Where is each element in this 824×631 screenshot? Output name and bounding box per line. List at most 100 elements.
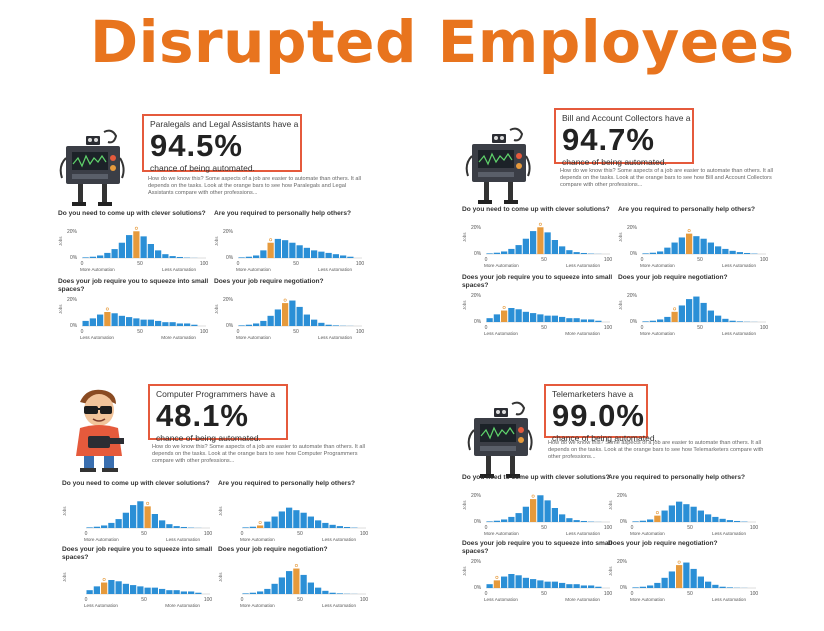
histogram-bar [508, 248, 515, 254]
histogram-bar [118, 242, 125, 258]
histogram-bar [108, 522, 115, 528]
histogram-bar [515, 245, 522, 254]
histogram-chart: Are you required to personally help othe… [218, 480, 373, 542]
histogram-bar [700, 302, 707, 322]
y-tick-label: 0% [620, 585, 628, 591]
histogram-bar [184, 323, 191, 326]
histogram-bar [544, 315, 551, 322]
histogram-chart: Does your job require negotiation? Jobs 20… [214, 278, 369, 340]
histogram-bar [661, 577, 668, 588]
histogram-bar [726, 587, 733, 588]
histogram-bar [736, 252, 743, 254]
highlight-bar [493, 580, 500, 588]
histogram-bar [137, 586, 144, 594]
highlight-bar [530, 499, 537, 522]
histogram-bar [155, 250, 162, 258]
histogram-bar [647, 519, 654, 522]
histogram-bar [664, 247, 671, 254]
y-tick-label: 20% [67, 229, 78, 235]
x-tick-label: 100 [360, 531, 369, 537]
histogram-bar [97, 314, 104, 326]
highlight-marker [269, 238, 273, 242]
axis-right-label: Less Automation [712, 597, 746, 602]
x-tick-label: 100 [750, 591, 759, 597]
histogram-bar [260, 250, 267, 258]
y-tick-label: 20% [471, 225, 482, 231]
histogram-chart: Does your job require negotiation? Jobs 0 5… [218, 546, 373, 608]
chart-question: Are you required to personally help othe… [214, 210, 352, 217]
page-title: Disrupted Employees [90, 8, 795, 76]
histogram-bar [260, 320, 267, 326]
histogram-bar [580, 585, 587, 588]
histogram-bar [566, 584, 573, 588]
histogram-bar [332, 325, 339, 326]
histogram-bar [734, 520, 741, 522]
axis-right-label: Less Automation [162, 267, 196, 272]
histogram-bar [300, 512, 307, 528]
histogram-bar [245, 324, 252, 326]
x-tick-label: 50 [697, 257, 703, 263]
axis-left-label: Less Automation [484, 331, 518, 336]
axis-left-label: More Automation [640, 331, 675, 336]
histogram-bar [566, 518, 573, 522]
probability-callout: Telemarketers have a 99.0% chance of being… [544, 384, 657, 443]
histogram-bar [559, 316, 566, 322]
histogram-bar [191, 324, 198, 326]
probability-callout: Paralegals and Legal Assistants have a 94… [142, 114, 302, 173]
histogram-bar [257, 591, 264, 594]
histogram-bar [278, 577, 285, 594]
histogram-bar [130, 585, 137, 594]
highlight-marker [134, 226, 138, 230]
histogram-bar [318, 322, 325, 326]
highlight-marker [677, 560, 681, 564]
histogram-bar [647, 585, 654, 588]
axis-left-label: Less Automation [484, 597, 518, 602]
panel-telemarketers: Telemarketers have a 99.0% chance of being… [462, 382, 772, 622]
histogram-bar [82, 320, 89, 326]
histogram-bar [296, 245, 303, 258]
y-tick-label: 20% [67, 297, 78, 303]
highlight-marker [538, 222, 542, 226]
histogram-bar [697, 510, 704, 522]
y-tick-label: 0% [474, 519, 482, 525]
callout-tail: chance of being automated. [562, 157, 667, 167]
histogram-bar [307, 582, 314, 594]
histogram-bar [169, 322, 176, 326]
chart-svg: Jobs 0 50 100 More Automation Less Automation [62, 501, 212, 542]
y-axis-label: Jobs [218, 572, 223, 582]
y-tick-label: 20% [471, 293, 482, 299]
histogram-bar [286, 571, 293, 594]
histogram-bar [176, 256, 183, 258]
highlight-bar [144, 506, 151, 528]
y-axis-label: Jobs [462, 500, 467, 510]
histogram-bar [530, 231, 537, 254]
histogram-bar [296, 306, 303, 326]
histogram-bar [639, 586, 646, 588]
histogram-chart: Are you required to personally help othe… [214, 210, 369, 272]
x-tick-label: 50 [541, 257, 547, 263]
histogram-bar [325, 324, 332, 326]
axis-right-label: Less Automation [722, 331, 756, 336]
histogram-bar [668, 571, 675, 588]
histogram-bar [693, 296, 700, 322]
chart-svg: Jobs 0 50 100 Less Automation More Automation [62, 572, 213, 608]
y-axis-label: Jobs [462, 566, 467, 576]
histogram-bar [551, 315, 558, 322]
histogram-bar [318, 251, 325, 258]
histogram-bar [566, 318, 573, 322]
x-tick-label: 100 [750, 525, 759, 531]
histogram-bar [697, 576, 704, 588]
histogram-bar [642, 321, 649, 322]
histogram-bar [580, 252, 587, 254]
histogram-bar [115, 581, 122, 594]
histogram-bar [588, 319, 595, 322]
x-tick-label: 0 [81, 261, 84, 267]
axis-left-label: More Automation [236, 335, 271, 340]
histogram-bar [486, 318, 493, 322]
robot-icon [58, 128, 128, 215]
highlight-bar [101, 582, 108, 594]
panel-paralegals: Paralegals and Legal Assistants have a 94… [58, 110, 368, 360]
axis-right-label: Less Automation [712, 531, 746, 536]
callout-tail: chance of being automated. [156, 433, 261, 443]
x-tick-label: 100 [204, 597, 213, 603]
